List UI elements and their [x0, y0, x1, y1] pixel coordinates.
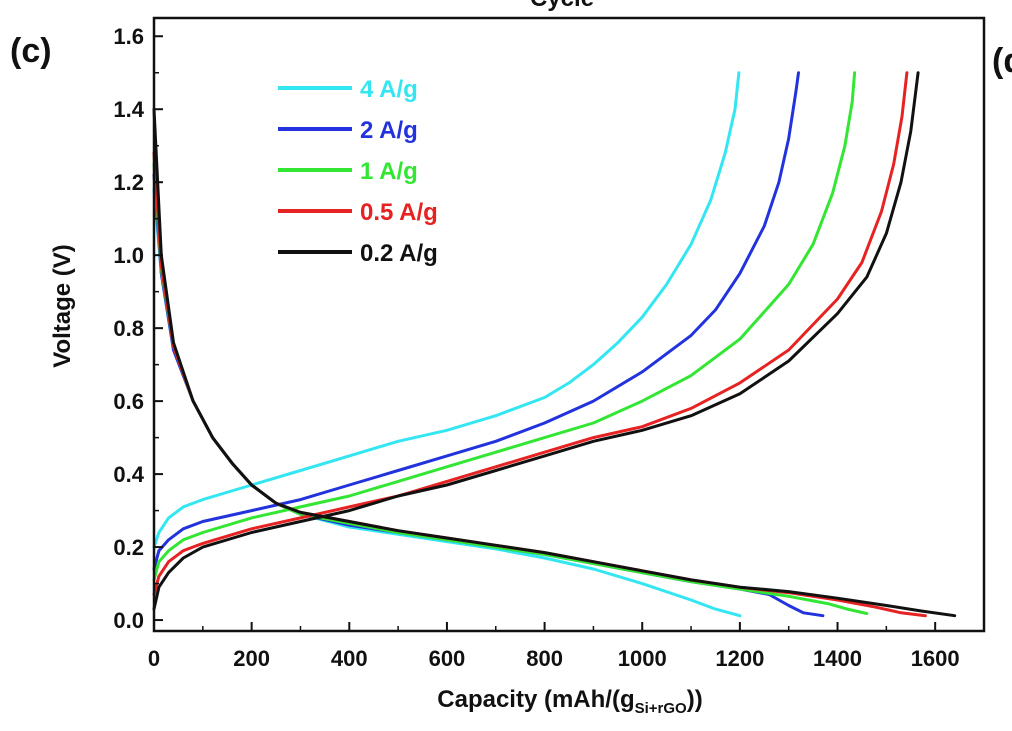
series-layer [152, 71, 957, 618]
series-0-2-a-g-charge-line [152, 71, 920, 611]
x-tick-label: 1400 [813, 646, 862, 671]
series-4-a-g-charge-line [152, 71, 741, 549]
legend-label: 4 A/g [360, 76, 418, 103]
y-tick-label: 1.0 [113, 243, 144, 268]
panel-label: (c) [10, 32, 52, 70]
next-panel-label: (d [992, 42, 1012, 80]
series-0-2-a-g-discharge-line [152, 107, 957, 618]
y-tick-label: 0.6 [113, 389, 144, 414]
x-tick-label: 400 [331, 646, 368, 671]
plot-frame [152, 16, 986, 633]
series-1-a-g-charge-line [152, 71, 857, 582]
y-tick-label: 1.6 [113, 24, 144, 49]
cropped-title: Cycle [530, 0, 594, 12]
y-tick-label: 1.2 [113, 170, 144, 195]
series-2-a-g-discharge-line [152, 173, 825, 618]
x-tick-label: 1600 [911, 646, 960, 671]
series-0-5-a-g-charge-line [152, 71, 909, 596]
x-tick-label: 1200 [715, 646, 764, 671]
y-tick-label: 0.8 [113, 316, 144, 341]
legend-label: 1 A/g [360, 158, 418, 185]
series-2-a-g-charge-line [152, 71, 800, 571]
axes-layer: 0 200 400 600 800 1000 1200 1400 1600 0.0 0.2 0.4 0.… [113, 16, 986, 671]
x-axis-title: Capacity (mAh/(gSi+rGO)) [437, 686, 702, 717]
x-axis-title-tail: )) [687, 686, 703, 713]
y-tick-label: 1.4 [113, 97, 144, 122]
x-tick-label: 200 [233, 646, 270, 671]
y-axis-title: Voltage (V) [49, 244, 76, 368]
x-tick-label: 0 [148, 646, 160, 671]
legend-label: 2 A/g [360, 117, 418, 144]
legend-label: 0.5 A/g [360, 199, 438, 226]
y-tick-label: 0.2 [113, 535, 144, 560]
x-tick-label: 800 [526, 646, 563, 671]
x-axis-title-subscript: Si+rGO [635, 700, 687, 717]
x-tick-label: 600 [429, 646, 466, 671]
series-4-a-g-discharge-line [152, 188, 742, 618]
legend: 4 A/g 2 A/g 1 A/g 0.5 A/g 0.2 A/g [278, 76, 438, 267]
y-tick-label: 0.0 [113, 608, 144, 633]
series-0-5-a-g-discharge-line [152, 151, 927, 618]
legend-label: 0.2 A/g [360, 240, 438, 267]
x-tick-label: 1000 [618, 646, 667, 671]
x-axis-title-main: Capacity (mAh/(g [437, 686, 634, 713]
y-tick-label: 0.4 [113, 462, 144, 487]
